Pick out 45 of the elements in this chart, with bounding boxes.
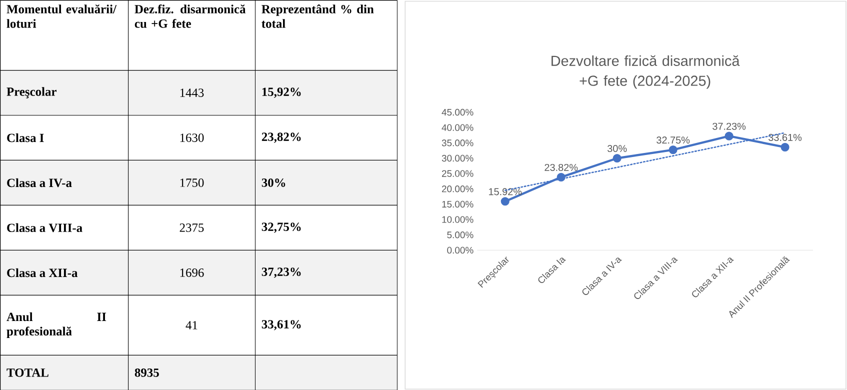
text: 1750: [180, 178, 204, 187]
data-label: 15.92%: [489, 188, 522, 195]
point: [668, 145, 678, 154]
text: 2375: [180, 223, 204, 232]
category-label: Dez.fiz. disarmonică cu +G fete: [134, 4, 246, 28]
y-tick-label: 10.00%: [442, 216, 474, 223]
point: [780, 142, 790, 152]
y-tick-label: 20.00%: [442, 185, 474, 192]
text: 1443: [180, 88, 204, 97]
category-label: TOTAL: [6, 368, 48, 377]
data-label: 32.75%: [656, 136, 690, 144]
point: [724, 132, 734, 140]
chart-title: Dezvoltare fizică disarmonică +G fete (2024-2025): [552, 54, 740, 89]
y-tick-label: 5.00%: [447, 231, 474, 238]
text: 1630: [180, 133, 204, 142]
category-label: Clasa I: [7, 133, 44, 142]
point: [500, 196, 510, 206]
text: 32,75%: [262, 222, 301, 233]
y-tick-label: 35.00%: [442, 139, 474, 146]
text: 33,61%: [262, 320, 301, 330]
category-label: Momentul evaluării/ loturi: [6, 4, 117, 28]
y-tick-label: 25.00%: [442, 170, 474, 177]
text: 15,92%: [262, 87, 301, 98]
y-tick-label: 40.00%: [442, 124, 474, 131]
category-label: Reprezentând % din total: [262, 4, 374, 28]
text: 30%: [262, 178, 286, 187]
text: 23,82%: [262, 132, 301, 143]
data-label: 30%: [608, 144, 627, 152]
category-label: Preşcolar: [6, 86, 56, 98]
data-label: 23.82%: [544, 164, 578, 171]
text: 37,23%: [262, 267, 301, 278]
text: 1696: [180, 268, 204, 277]
text: 41: [186, 320, 198, 330]
category-label: Clasa a VIII-a: [7, 223, 82, 232]
y-tick-label: 0.00%: [447, 246, 474, 254]
data-label: 37.23%: [712, 122, 746, 130]
y-tick-label: 15.00%: [442, 200, 474, 208]
y-tick-label: 45.00%: [442, 108, 474, 116]
y-tick-label: 30.00%: [442, 154, 474, 162]
category-label: Anul II profesională: [6, 312, 106, 338]
point: [556, 172, 566, 182]
text: 8935: [134, 368, 159, 377]
point: [612, 154, 622, 162]
data-label: 33.61%: [768, 134, 802, 141]
category-label: Clasa a IV-a: [7, 178, 72, 187]
